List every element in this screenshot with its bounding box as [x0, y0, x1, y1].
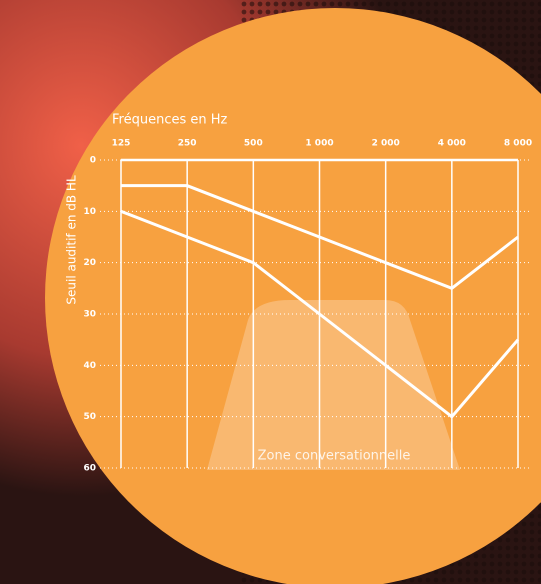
y-tick-label: 30: [83, 310, 96, 320]
x-tick-label: 125: [112, 139, 131, 149]
y-tick-label: 50: [83, 412, 96, 422]
y-tick-label: 40: [83, 361, 96, 371]
x-tick-label: 500: [244, 139, 263, 149]
axis-title: Fréquences en Hz: [112, 113, 228, 128]
x-tick-label: 250: [178, 139, 197, 149]
y-tick-label: 60: [83, 464, 96, 474]
x-tick-label: 2 000: [372, 139, 400, 149]
y-tick-label: 20: [83, 258, 96, 268]
annotation: Zone conversationnelle: [258, 449, 411, 464]
series-line: [120, 209, 520, 419]
y-tick-label: 10: [83, 207, 96, 217]
x-tick-label: 8 000: [504, 139, 532, 149]
speech-zone: [207, 300, 460, 470]
y-tick-label: 0: [90, 156, 96, 166]
orange-disc: [45, 8, 541, 584]
y-axis-title: Seuil auditif en dB HL: [65, 175, 79, 305]
series-line: [121, 184, 519, 291]
x-tick-label: 1 000: [305, 139, 333, 149]
x-tick-label: 4 000: [438, 139, 466, 149]
